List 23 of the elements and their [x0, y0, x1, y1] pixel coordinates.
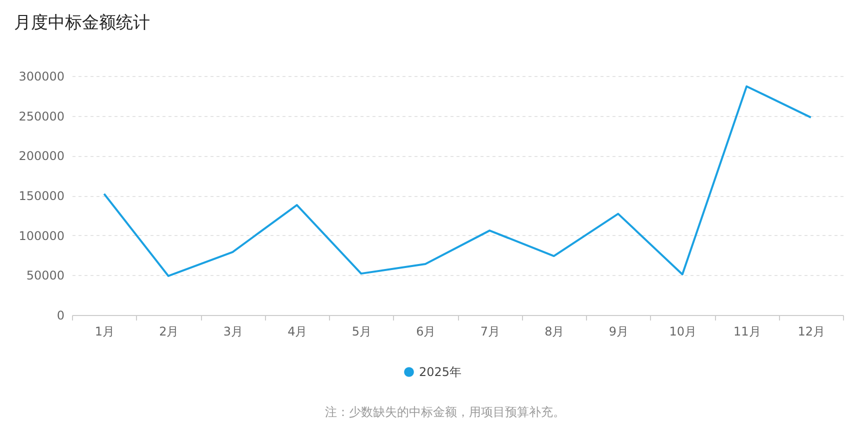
- x-tick-label: 8月: [544, 324, 564, 338]
- text: 注：少数缺失的中标金额，用项目预算补充。: [324, 404, 566, 421]
- x-tick-label: 5月: [352, 324, 372, 338]
- y-tick-label: 100000: [18, 228, 64, 243]
- y-tick-label: 50000: [26, 268, 64, 283]
- chart-title: 月度中标金额统计: [14, 13, 150, 33]
- y-tick-label: 0: [56, 308, 64, 322]
- x-tick-label: 11月: [733, 324, 761, 338]
- y-tick-label: 150000: [18, 189, 64, 203]
- y-tick-label: 300000: [18, 70, 64, 84]
- y-tick-label: 250000: [18, 109, 64, 124]
- x-tick-label: 10月: [669, 324, 697, 338]
- y-tick-label: 200000: [18, 149, 64, 164]
- x-tick-label: 6月: [416, 324, 436, 338]
- legend-label: 2025年: [419, 365, 462, 379]
- x-tick-label: 12月: [798, 324, 826, 338]
- x-tick-label: 9月: [608, 324, 628, 338]
- line-series: [103, 85, 812, 277]
- x-tick-label: 4月: [288, 324, 308, 338]
- x-tick-label: 2月: [159, 324, 179, 338]
- x-tick-label: 1月: [94, 324, 114, 338]
- x-tick-label: 3月: [223, 324, 243, 338]
- x-tick-label: 7月: [480, 324, 500, 338]
